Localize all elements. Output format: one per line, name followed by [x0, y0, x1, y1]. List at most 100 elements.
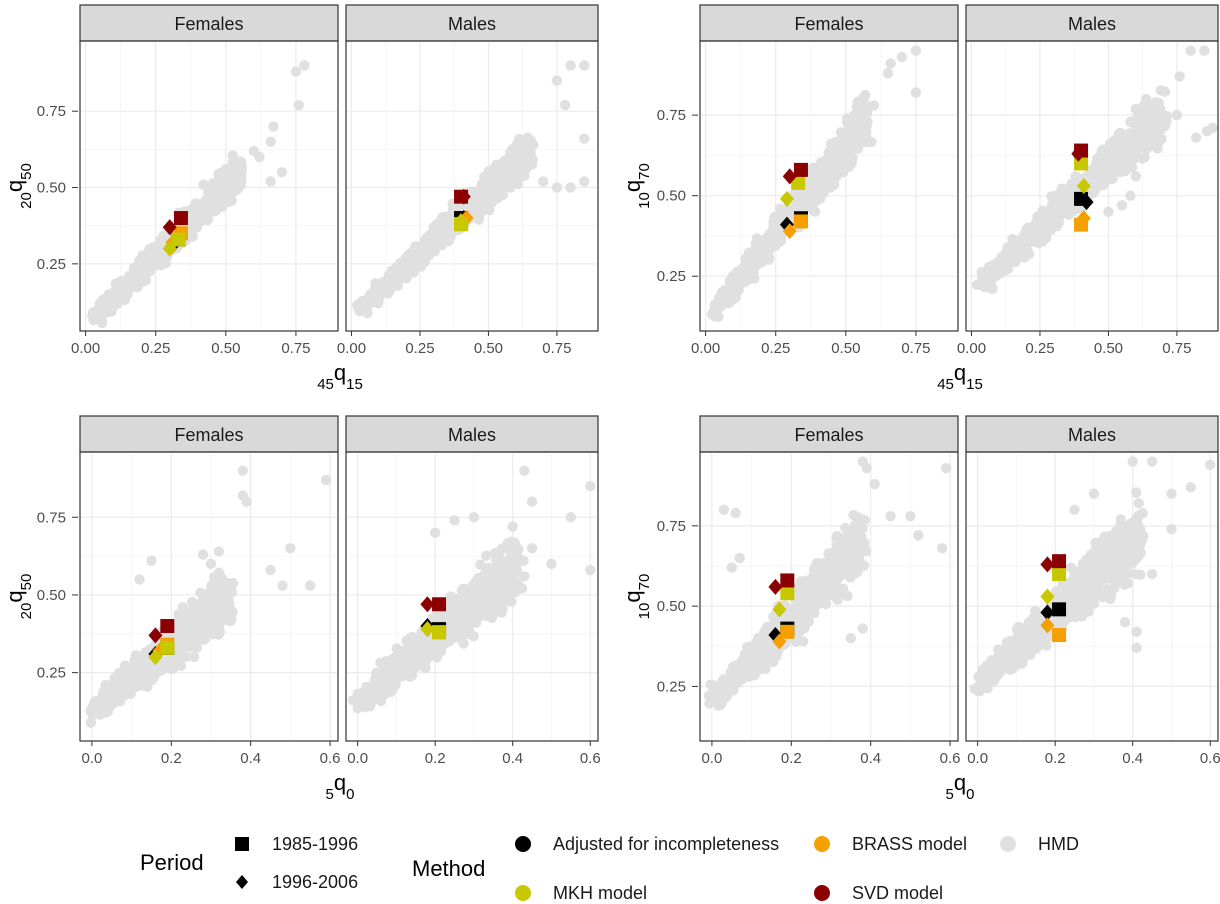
hmd-point: [119, 681, 130, 692]
mkh-diamond-point: [454, 213, 469, 230]
hmd-point: [882, 68, 894, 79]
y-axis-title-post: 50: [18, 163, 35, 180]
hmd-point: [747, 258, 758, 270]
hmd-point: [489, 547, 501, 559]
hmd-point: [212, 593, 223, 605]
facet-strip-label: Females: [174, 14, 243, 34]
hmd-point: [213, 605, 225, 616]
hmd-point: [858, 92, 869, 103]
y-tick-label: 0.25: [37, 665, 66, 682]
hmd-point: [807, 202, 818, 213]
hmd-point: [1035, 213, 1047, 224]
hmd-point: [1089, 183, 1101, 194]
hmd-point: [471, 188, 483, 200]
y-axis-title: 10q70: [620, 574, 653, 620]
x-axis-title-post: 15: [346, 376, 363, 393]
hmd-point: [226, 587, 238, 598]
hmd-point: [1116, 200, 1128, 211]
hmd-point: [724, 290, 735, 301]
hmd-point: [505, 573, 516, 584]
hmd-point: [402, 659, 413, 671]
hmd-point: [1047, 214, 1058, 225]
svd-square-point: [160, 619, 175, 634]
hmd-point: [1106, 173, 1118, 185]
y-axis-title: 20q50: [2, 163, 35, 209]
y-axis-title-main: q: [620, 590, 645, 602]
x-tick-label: 0.00: [71, 340, 100, 357]
hmd-point: [1108, 135, 1120, 146]
hmd-point: [842, 151, 854, 163]
mkh-diamond-point: [162, 240, 177, 257]
hmd-point: [910, 87, 922, 98]
hmd-point: [526, 496, 538, 507]
hmd-point: [119, 294, 130, 306]
hmd-point: [585, 564, 596, 576]
x-tick-label: 0.50: [211, 340, 240, 357]
hmd-point: [1150, 105, 1161, 116]
hmd-point: [265, 176, 276, 187]
hmd-point: [480, 598, 491, 610]
hmd-point: [565, 512, 577, 523]
hmd-point: [551, 182, 563, 193]
hmd-point: [1017, 232, 1028, 243]
hmd-point: [198, 634, 209, 645]
hmd-point: [92, 311, 103, 322]
y-axis-title-post: 50: [18, 574, 35, 591]
hmd-point: [241, 496, 252, 507]
hmd-point: [1096, 145, 1107, 156]
y-axis-title-pre: 20: [18, 192, 35, 209]
hmd-point: [233, 164, 244, 176]
hmd-point: [565, 60, 576, 71]
hmd-point: [1011, 241, 1022, 253]
hmd-point: [498, 562, 510, 574]
hmd-point: [1117, 137, 1129, 149]
x-tick-label: 0.50: [474, 340, 503, 357]
facet-strip: [79, 4, 339, 42]
hmd-point: [197, 549, 209, 560]
hmd-point: [188, 618, 199, 630]
hmd-point: [471, 576, 482, 587]
hmd-point: [461, 596, 472, 607]
x-axis-title-pre: 45: [937, 376, 954, 393]
hmd-point: [1156, 133, 1167, 145]
y-axis-title: 20q50: [2, 574, 35, 620]
hmd-point: [379, 682, 391, 693]
hmd-points: [706, 45, 922, 322]
hmd-point: [585, 480, 596, 492]
hmd-point: [763, 250, 774, 261]
hmd-point: [823, 167, 834, 179]
x-axis-title-pre: 45: [317, 376, 334, 393]
hmd-point: [514, 133, 525, 145]
hmd-point: [1060, 199, 1072, 210]
y-axis-title-main: q: [620, 180, 645, 192]
hmd-point: [507, 521, 518, 532]
y-tick-label: 0.50: [657, 598, 686, 615]
hmd-point: [1109, 156, 1120, 168]
mkh-square-point: [432, 625, 447, 640]
x-tick-label: 0.25: [405, 340, 434, 357]
hmd-point: [441, 216, 452, 228]
y-axis-title-post: 70: [636, 574, 653, 591]
hmd-point: [509, 172, 520, 183]
x-tick-label: 0.75: [542, 340, 571, 357]
hmd-point: [406, 670, 418, 681]
svd-square-point: [793, 162, 808, 177]
hmd-point: [110, 685, 121, 696]
hmd-point: [391, 643, 402, 654]
y-tick-label: 0.25: [657, 268, 686, 285]
hmd-point: [765, 240, 777, 252]
hmd-point: [1199, 45, 1210, 56]
x-tick-label: 0.0: [81, 750, 102, 767]
y-axis-title-pre: 10: [636, 192, 653, 209]
x-tick-label: 0.75: [901, 340, 930, 357]
hmd-point: [429, 527, 441, 538]
mkh-square-point: [160, 640, 175, 655]
hmd-point: [1070, 171, 1081, 182]
hmd-point: [456, 607, 468, 619]
